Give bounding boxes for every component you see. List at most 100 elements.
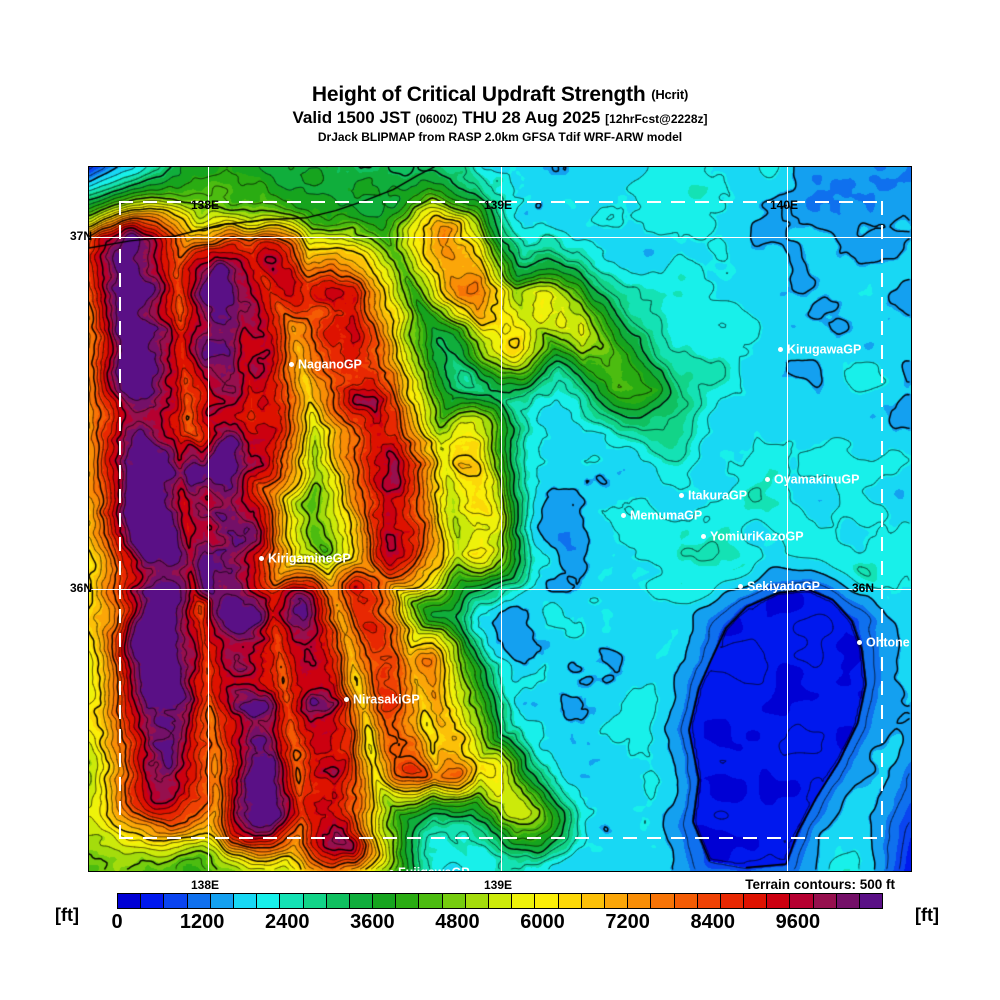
colorbar-swatch	[465, 894, 489, 908]
site-marker-dot	[778, 347, 783, 353]
colorbar-swatch	[813, 894, 837, 908]
site-name: ItakuraGP	[688, 488, 748, 503]
valid-date: THU 28 Aug 2025	[462, 108, 601, 128]
colorbar-tick-layer: 0 1200 2400 3600 4800 6000 7200 8400 9600	[0, 911, 1000, 937]
lat-tick-label-left: 37N	[70, 229, 93, 243]
colorbar-swatch	[651, 894, 675, 908]
colorbar-swatch	[118, 894, 142, 908]
colorbar-tick-label: 4800	[435, 911, 480, 933]
colorbar-swatch	[720, 894, 745, 908]
map-overlay: NaganoGP KirugawaGP OyamakinuGP ItakuraGP Me…	[89, 167, 911, 871]
colorbar-swatch	[836, 894, 860, 908]
site-marker-dot	[765, 477, 770, 483]
colorbar[interactable]	[117, 893, 883, 909]
domain-boundary-dashed	[119, 837, 881, 839]
domain-boundary-dashed	[119, 201, 881, 203]
lon-tick-label-bottom: 138E	[191, 878, 220, 892]
colorbar-swatch	[535, 894, 559, 908]
colorbar-swatch	[373, 894, 397, 908]
colorbar-tick-label: 6000	[520, 911, 565, 933]
site-marker-dot	[344, 697, 349, 703]
colorbar-swatch	[860, 894, 883, 908]
colorbar-swatch	[744, 894, 768, 908]
lon-tick-label-top: 140E	[770, 198, 799, 212]
map-site-label[interactable]: Ohtone	[857, 636, 910, 649]
map-panel[interactable]: NaganoGP KirugawaGP OyamakinuGP ItakuraGP Me…	[88, 166, 912, 872]
valid-utc: (0600Z)	[415, 112, 458, 127]
lat-tick-label-right: 36N	[852, 581, 875, 595]
colorbar-swatch	[489, 894, 513, 908]
colorbar-tick-label: 2400	[264, 911, 310, 933]
site-name: FujigawaGP	[398, 865, 470, 871]
map-site-label[interactable]: MemumaGP	[621, 509, 702, 522]
map-site-label[interactable]: NirasakiGP	[344, 693, 420, 706]
site-marker-dot	[259, 556, 264, 562]
title-model-line: DrJack BLIPMAP from RASP 2.0km GFSA Tdif…	[317, 129, 683, 144]
lon-tick-label-bottom: 139E	[484, 878, 513, 892]
colorbar-tick-label: 8400	[690, 911, 736, 933]
site-name: YomiuriKazoGP	[710, 529, 804, 544]
graticule-parallel	[89, 237, 911, 238]
site-marker-dot	[701, 534, 706, 540]
colorbar-swatch	[164, 894, 188, 908]
map-site-label[interactable]: SekiyadoGP	[738, 580, 820, 593]
colorbar-swatch	[303, 894, 327, 908]
colorbar-swatch	[697, 894, 721, 908]
site-name: SekiyadoGP	[747, 579, 820, 594]
site-name: KirugawaGP	[787, 342, 862, 357]
site-marker-dot	[389, 870, 394, 871]
colorbar-tick-label: 7200	[605, 911, 650, 933]
site-name: NirasakiGP	[353, 692, 420, 707]
colorbar-tick-label: 1200	[179, 911, 225, 933]
map-site-label[interactable]: KirugawaGP	[778, 343, 861, 356]
colorbar-swatch	[257, 894, 281, 908]
lat-tick-label-left: 36N	[70, 581, 93, 595]
site-marker-dot	[679, 493, 684, 499]
graticule-meridian	[501, 167, 502, 871]
colorbar-swatch	[442, 894, 466, 908]
colorbar-unit-right: [ft]	[915, 905, 939, 925]
terrain-heatmap-canvas	[89, 167, 911, 871]
colorbar-swatch	[280, 894, 304, 908]
colorbar-swatch	[233, 894, 258, 908]
colorbar-swatch	[349, 894, 374, 908]
map-site-label[interactable]: KirigamineGP	[259, 552, 351, 565]
lon-tick-label-top: 139E	[484, 198, 513, 212]
colorbar-swatch	[674, 894, 698, 908]
colorbar-swatch	[326, 894, 350, 908]
colorbar-swatch	[396, 894, 420, 908]
site-name: KirigamineGP	[268, 551, 351, 566]
colorbar-swatch	[581, 894, 605, 908]
title-valid-line: Valid 1500 JST (0600Z) THU 28 Aug 2025 […	[0, 108, 1000, 128]
graticule-meridian	[208, 167, 209, 871]
forecast-tag: [12hrFcst@2228z]	[605, 112, 708, 127]
colorbar-swatch	[628, 894, 652, 908]
map-site-label[interactable]: OyamakinuGP	[765, 473, 859, 486]
site-name: Ohtone	[866, 635, 910, 650]
title-block: Height of Critical Updraft Strength (Hcr…	[0, 83, 1000, 144]
lon-tick-label-top: 138E	[191, 198, 220, 212]
title-param-abbrev: (Hcrit)	[651, 87, 689, 102]
domain-boundary-dashed	[881, 201, 883, 837]
page-title: Height of Critical Updraft Strength (Hcr…	[0, 83, 1000, 106]
map-site-label[interactable]: FujigawaGP	[389, 865, 470, 871]
graticule-meridian	[787, 167, 788, 871]
title-main-text: Height of Critical Updraft Strength	[311, 83, 646, 106]
colorbar-swatch	[767, 894, 791, 908]
colorbar-swatch	[210, 894, 234, 908]
graticule-parallel	[89, 589, 911, 590]
colorbar-tick-label: 0	[111, 911, 123, 933]
site-name: NaganoGP	[298, 357, 362, 372]
site-marker-dot	[857, 640, 862, 646]
site-marker-dot	[289, 362, 294, 368]
map-site-label[interactable]: NaganoGP	[289, 358, 362, 371]
colorbar-tick-label: 9600	[775, 911, 821, 933]
colorbar-swatch	[790, 894, 814, 908]
terrain-contour-note: Terrain contours: 500 ft	[745, 877, 895, 892]
colorbar-swatch	[558, 894, 582, 908]
domain-boundary-dashed	[119, 201, 121, 837]
colorbar-swatch	[419, 894, 443, 908]
colorbar-swatch	[604, 894, 629, 908]
map-site-label[interactable]: ItakuraGP	[679, 489, 747, 502]
map-site-label[interactable]: YomiuriKazoGP	[701, 530, 804, 543]
